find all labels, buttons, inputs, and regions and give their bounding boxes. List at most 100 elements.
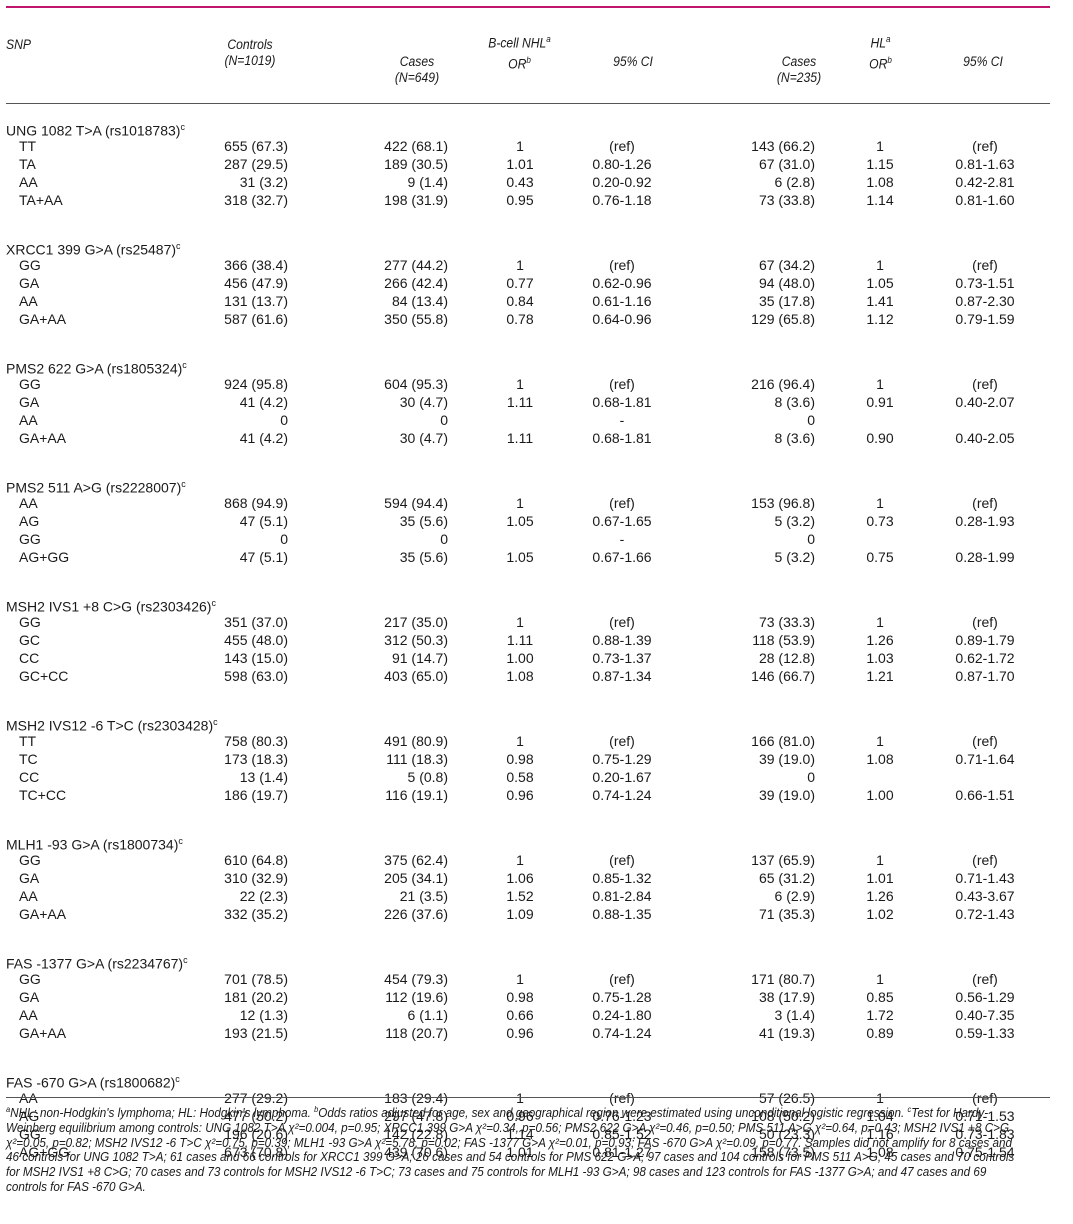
hl-cases-value: 35 (17.8) (758, 293, 815, 309)
genotype: GG (19, 1126, 41, 1142)
snp-group: UNG 1082 T>A (rs1018783)c TT 655 (67.3) 422… (0, 118, 1073, 237)
hl-cases-value: 67 (31.0) (758, 156, 815, 172)
genotype: GA+AA (19, 430, 67, 446)
nhl-ci-value: 0.64-0.96 (592, 311, 652, 327)
genotype: AA (19, 174, 38, 190)
hl-ci-value: 0.71-1.64 (955, 751, 1015, 767)
table-row: GA+AA 41 (4.2) 30 (4.7) 1.11 0.68-1.81 8 (3.6… (0, 429, 1073, 447)
nhl-cases-value: 35 (5.6) (399, 513, 448, 529)
table-row: AG 47 (5.1) 35 (5.6) 1.05 0.67-1.65 5 (3.2) 0.… (0, 512, 1073, 530)
hl-ci-value: 0.62-1.72 (955, 650, 1015, 666)
genotype: AG+GG (19, 549, 70, 565)
genotype: GA+AA (19, 1025, 67, 1041)
hl-ci-value: 0.87-1.70 (955, 668, 1015, 684)
nhl-or-value: 0.98 (506, 751, 534, 767)
controls-value: 277 (29.2) (224, 1090, 288, 1106)
genotype: GG (19, 257, 41, 273)
hl-or-value: 1.08 (866, 1144, 894, 1160)
nhl-ci-value: 0.67-1.66 (592, 549, 652, 565)
hl-ci-value: 0.28-1.99 (955, 549, 1015, 565)
genotype: GA (19, 394, 40, 410)
genotype: GC+CC (19, 668, 69, 684)
hl-ci-value: 0.40-7.35 (955, 1007, 1015, 1023)
genotype: GA (19, 989, 40, 1005)
table-row: AG+GG 47 (5.1) 35 (5.6) 1.05 0.67-1.66 5 (3.2… (0, 548, 1073, 566)
nhl-cases-value: 21 (3.5) (399, 888, 448, 904)
nhl-or-value: 1 (516, 614, 524, 630)
hl-cases-value: 0 (807, 769, 815, 785)
hl-cases-value: 39 (19.0) (758, 787, 815, 803)
table-row: GC 455 (48.0) 312 (50.3) 1.11 0.88-1.39 118 (… (0, 631, 1073, 649)
hl-cases-value: 137 (65.9) (751, 852, 815, 868)
table-row: AA 868 (94.9) 594 (94.4) 1 (ref) 153 (96.8) 1 (… (0, 494, 1073, 512)
hl-or-value: 1 (876, 138, 884, 154)
hl-ci-value: 0.66-1.51 (955, 787, 1015, 803)
controls-value: 758 (80.3) (224, 733, 288, 749)
hl-ci-value: 0.59-1.33 (955, 1025, 1015, 1041)
hl-ci-value: 0.28-1.93 (955, 513, 1015, 529)
nhl-cases-value: 198 (31.9) (384, 192, 448, 208)
nhl-ci-value: (ref) (609, 852, 635, 868)
nhl-cases-value: 604 (95.3) (384, 376, 448, 392)
genotype: GG (19, 614, 41, 630)
hl-cases-value: 6 (2.9) (774, 888, 815, 904)
snp-group: FAS -670 G>A (rs1800682)c AA 277 (29.2) 183… (0, 1070, 1073, 1189)
table-row: GA+AA 587 (61.6) 350 (55.8) 0.78 0.64-0.96 12… (0, 310, 1073, 328)
nhl-ci-value: (ref) (609, 495, 635, 511)
table-row: GG 0 0 - 0 (0, 530, 1073, 548)
table-row: GG 701 (78.5) 454 (79.3) 1 (ref) 171 (80.7) 1 (… (0, 970, 1073, 988)
hl-ci-value: 0.89-1.79 (955, 632, 1015, 648)
genotype: CC (19, 650, 40, 666)
nhl-ci-value: 0.68-1.81 (592, 394, 652, 410)
header-hl-cases: Cases (N=235) (776, 54, 822, 85)
nhl-cases-value: 118 (20.7) (385, 1025, 448, 1041)
table-row: CC 13 (1.4) 5 (0.8) 0.58 0.20-1.67 0 (0, 768, 1073, 786)
controls-value: 47 (5.1) (239, 549, 288, 565)
table-body: UNG 1082 T>A (rs1018783)c TT 655 (67.3) 422… (0, 118, 1073, 1189)
snp-group: MSH2 IVS12 -6 T>C (rs2303428)c TT 758 (80.… (0, 713, 1073, 832)
header-hl-ci: 95% CI (963, 54, 1003, 69)
nhl-or-value: 1 (516, 1090, 524, 1106)
controls-value: 13 (1.4) (239, 769, 288, 785)
nhl-ci-value: - (619, 531, 625, 547)
nhl-ci-value: 0.81-1.27 (592, 1144, 652, 1160)
table-row: GC+CC 598 (63.0) 403 (65.0) 1.08 0.87-1.34 14… (0, 667, 1073, 685)
hl-cases-value: 8 (3.6) (774, 394, 815, 410)
genotype: TT (19, 733, 37, 749)
header-snp: SNP (6, 37, 31, 52)
hl-or-value: 1.04 (866, 1108, 894, 1124)
genotype: GG (19, 971, 41, 987)
table-row: TT 655 (67.3) 422 (68.1) 1 (ref) 143 (66.2) 1 (… (0, 137, 1073, 155)
nhl-ci-value: (ref) (609, 138, 635, 154)
hl-or-value: 1.03 (866, 650, 894, 666)
controls-value: 868 (94.9) (224, 495, 288, 511)
nhl-ci-value: 0.76-1.18 (592, 192, 652, 208)
nhl-cases-value: 6 (1.1) (407, 1007, 448, 1023)
hl-cases-value: 5 (3.2) (774, 549, 815, 565)
nhl-or-value: 0.84 (506, 293, 534, 309)
hl-ci-value: (ref) (972, 376, 998, 392)
snp-group: XRCC1 399 G>A (rs25487)c GG 366 (38.4) 277 … (0, 237, 1073, 356)
hl-ci-value: 0.43-3.67 (955, 888, 1015, 904)
controls-value: 332 (35.2) (224, 906, 288, 922)
nhl-or-value: 1.11 (506, 394, 534, 410)
hl-or-value: 1.14 (866, 192, 894, 208)
nhl-ci-value: 0.76-1.23 (592, 1108, 652, 1124)
header-controls: Controls (N=1019) (224, 37, 276, 68)
hl-ci-value: (ref) (972, 495, 998, 511)
nhl-cases-value: 312 (50.3) (384, 632, 448, 648)
hl-or-value: 1 (876, 733, 884, 749)
table-row: GG 366 (38.4) 277 (44.2) 1 (ref) 67 (34.2) 1 (r… (0, 256, 1073, 274)
nhl-or-value: 0.98 (506, 989, 534, 1005)
nhl-cases-value: 594 (94.4) (384, 495, 448, 511)
hl-or-value: 1.72 (866, 1007, 894, 1023)
nhl-ci-value: 0.85-1.32 (592, 870, 652, 886)
nhl-or-value: 0.58 (506, 769, 534, 785)
hl-or-value: 0.75 (866, 549, 894, 565)
hl-ci-value: (ref) (972, 614, 998, 630)
hl-cases-value: 50 (23.3) (758, 1126, 815, 1142)
controls-value: 287 (29.5) (224, 156, 288, 172)
hl-cases-value: 67 (34.2) (758, 257, 815, 273)
nhl-cases-value: 111 (18.3) (386, 751, 448, 767)
hl-ci-value: 0.87-2.30 (955, 293, 1015, 309)
